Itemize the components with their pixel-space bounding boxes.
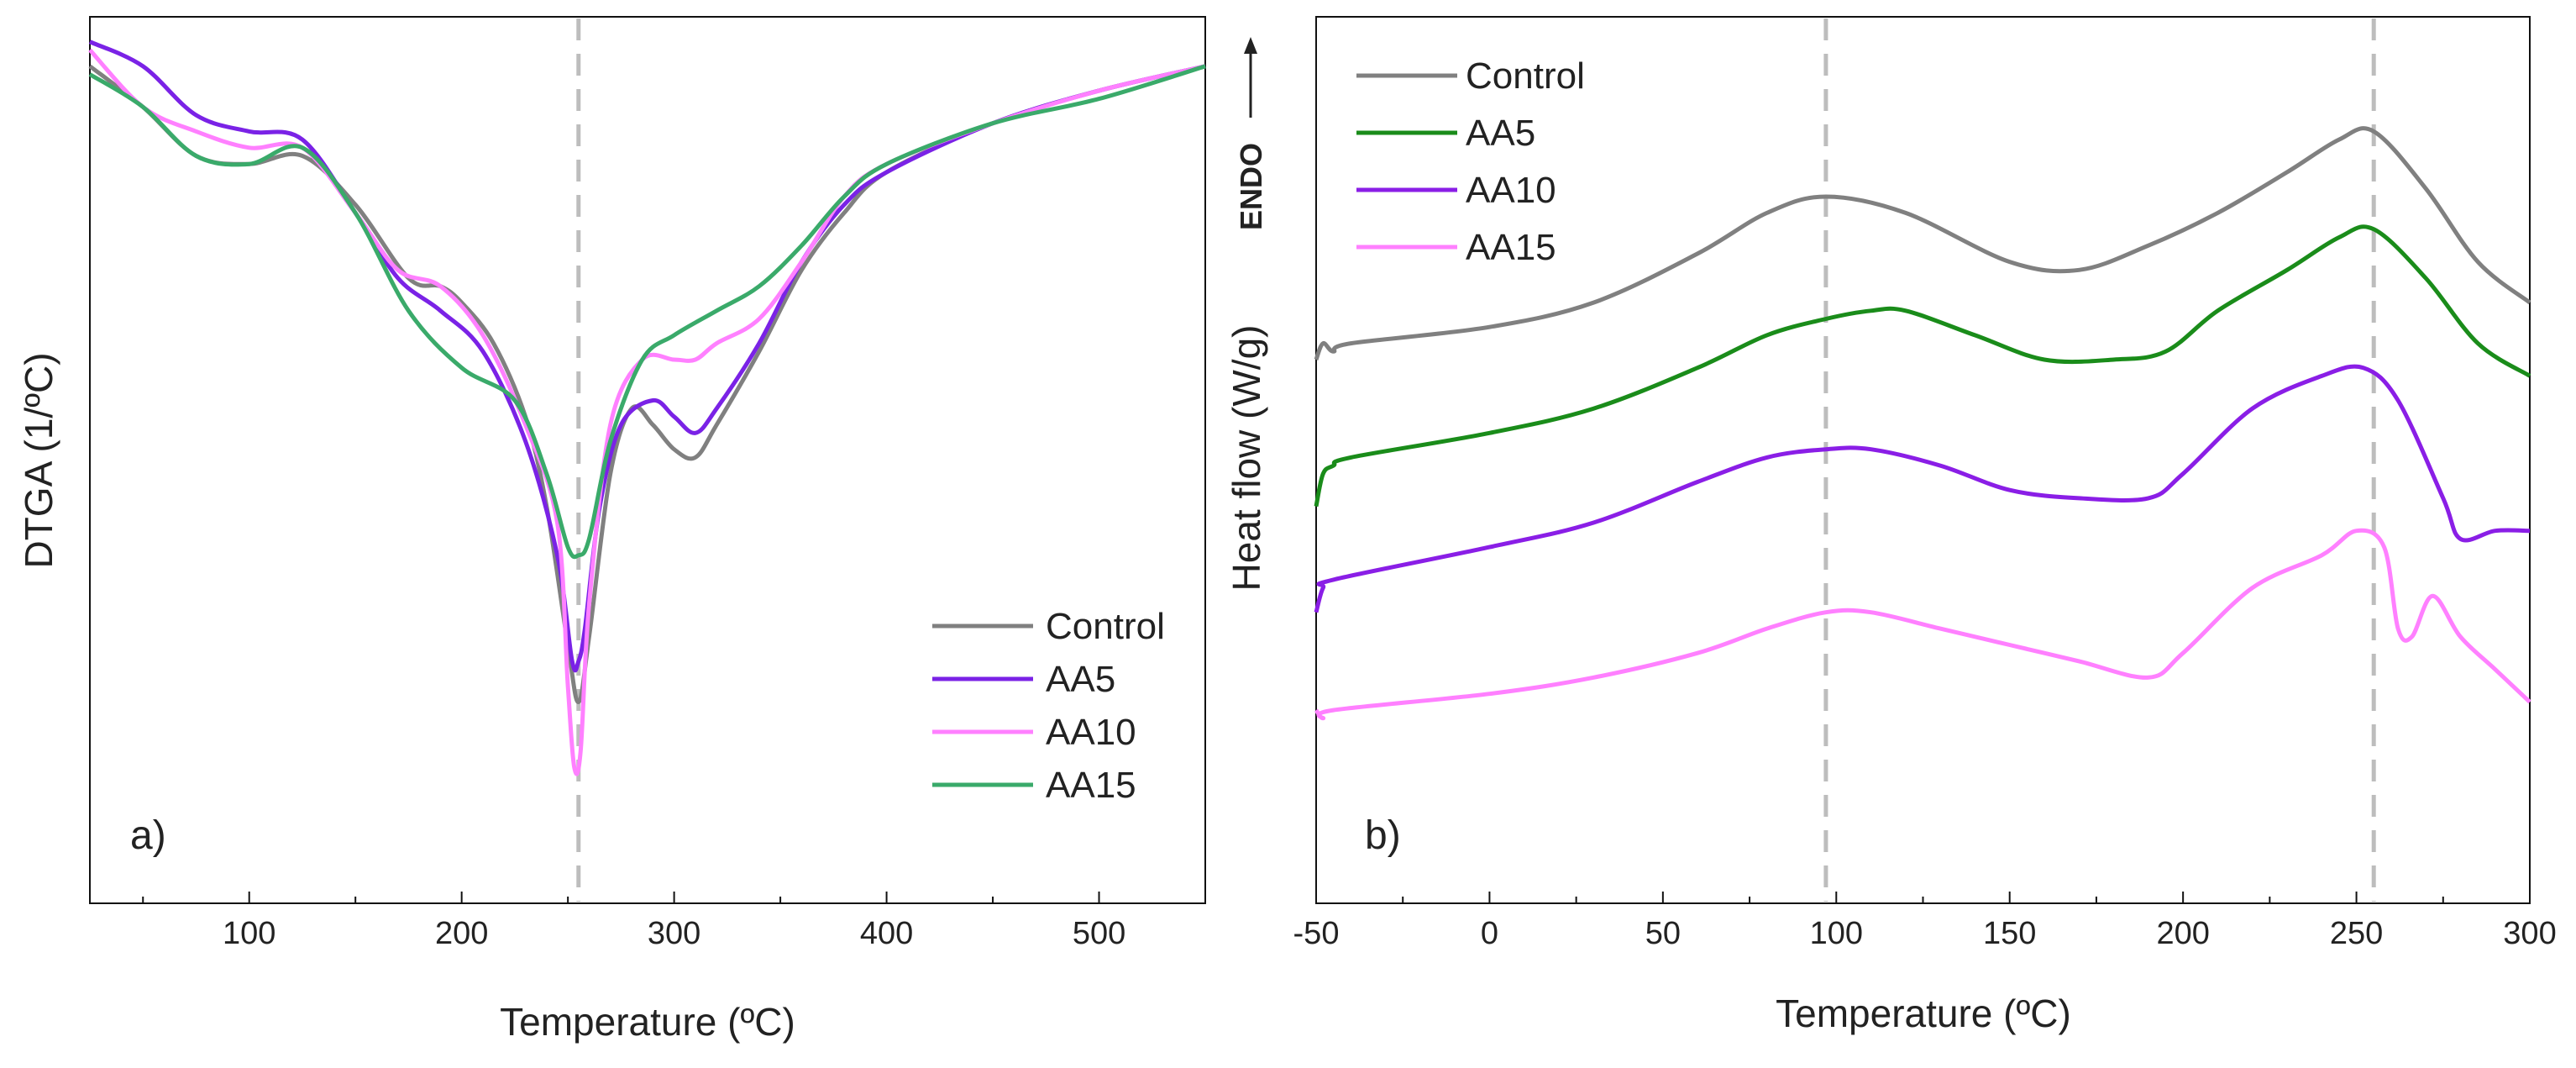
endo-arrow-icon bbox=[1244, 37, 1257, 118]
legend-label: Control bbox=[1046, 606, 1165, 647]
x-tick-label: 50 bbox=[1645, 916, 1681, 951]
series-line-control bbox=[1314, 126, 2531, 361]
series-line-aa10 bbox=[1314, 364, 2531, 613]
series-line-aa10 bbox=[88, 48, 1206, 776]
panel-b-y-axis-title: Heat flow (W/g) bbox=[1225, 325, 1268, 592]
x-tick-label: 100 bbox=[1810, 916, 1863, 951]
x-tick-label: 400 bbox=[860, 916, 913, 951]
panel-a-plot-frame bbox=[89, 16, 1206, 904]
x-tick-label: 200 bbox=[2156, 916, 2209, 951]
x-tick-label: 500 bbox=[1073, 916, 1125, 951]
panel-b-series bbox=[1314, 126, 2531, 721]
x-tick-label: 300 bbox=[2503, 916, 2556, 951]
legend-label: Control bbox=[1466, 55, 1585, 97]
panel-b-heat-flow-chart: -50 0 50 100 150 200 250 300 Temperature (ºC) H… bbox=[1225, 16, 2557, 1035]
panel-a-series bbox=[88, 39, 1206, 776]
panel-b-reference-lines bbox=[1823, 18, 2376, 902]
x-tick-label: 100 bbox=[223, 916, 275, 951]
panel-a-label: a) bbox=[130, 813, 166, 858]
legend-label: AA15 bbox=[1046, 765, 1136, 806]
panel-b-x-ticks: -50 0 50 100 150 200 250 300 bbox=[1293, 892, 2557, 951]
series-line-aa5 bbox=[1314, 224, 2531, 508]
panel-a-dtga-chart: 100 200 300 400 500 Temperature (ºC) DTGA (1… bbox=[17, 16, 1206, 1044]
legend-label: AA5 bbox=[1046, 659, 1115, 700]
series-line-aa15 bbox=[1314, 528, 2531, 721]
legend-label: AA5 bbox=[1466, 113, 1535, 154]
series-line-aa15 bbox=[88, 64, 1206, 560]
legend-label: AA10 bbox=[1046, 712, 1136, 753]
panel-b-label: b) bbox=[1365, 813, 1401, 858]
legend-label: AA10 bbox=[1466, 170, 1556, 211]
panel-b-x-axis-title: Temperature (ºC) bbox=[1776, 992, 2071, 1035]
panel-a-x-axis-title: Temperature (ºC) bbox=[500, 1000, 795, 1044]
x-tick-label: 300 bbox=[648, 916, 700, 951]
panel-b-endo-label: ENDO bbox=[1234, 143, 1268, 230]
x-tick-label: 150 bbox=[1983, 916, 2036, 951]
panel-a-y-axis-title: DTGA (1/ºC) bbox=[17, 352, 60, 568]
x-tick-label: 250 bbox=[2330, 916, 2383, 951]
x-tick-label: -50 bbox=[1293, 916, 1340, 951]
panel-b-legend: Control AA5 AA10 AA15 bbox=[1356, 55, 1585, 268]
legend-label: AA15 bbox=[1466, 227, 1556, 268]
panel-a-x-ticks: 100 200 300 400 500 bbox=[142, 892, 1206, 951]
x-tick-label: 0 bbox=[1481, 916, 1498, 951]
x-tick-label: 200 bbox=[435, 916, 488, 951]
panel-a-legend: Control AA5 AA10 AA15 bbox=[932, 606, 1165, 806]
